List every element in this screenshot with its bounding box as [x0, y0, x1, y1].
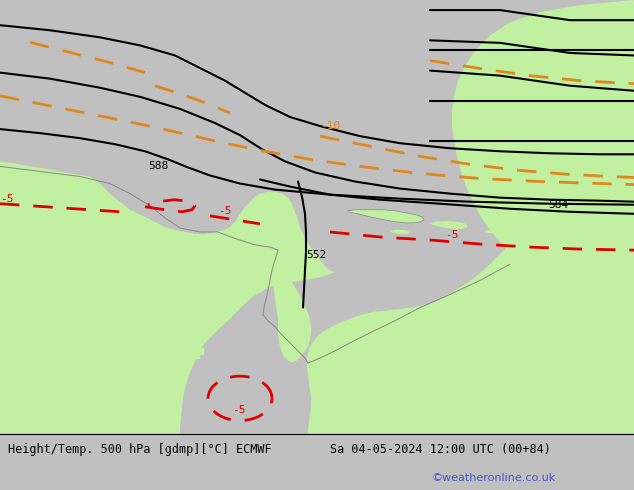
Polygon shape — [218, 232, 256, 276]
Text: Sa 04-05-2024 12:00 UTC (00+84): Sa 04-05-2024 12:00 UTC (00+84) — [330, 443, 550, 456]
Text: ©weatheronline.co.uk: ©weatheronline.co.uk — [431, 473, 555, 483]
Polygon shape — [307, 0, 634, 434]
Polygon shape — [348, 210, 424, 223]
Text: -5: -5 — [218, 206, 231, 216]
Polygon shape — [0, 0, 335, 434]
Text: Height/Temp. 500 hPa [gdmp][°C] ECMWF: Height/Temp. 500 hPa [gdmp][°C] ECMWF — [8, 443, 271, 456]
Text: 588: 588 — [148, 161, 168, 172]
Text: -10: -10 — [320, 121, 340, 131]
Polygon shape — [430, 221, 468, 229]
Polygon shape — [234, 202, 281, 291]
Polygon shape — [390, 230, 410, 234]
Text: 584: 584 — [548, 200, 568, 210]
Text: -5: -5 — [232, 406, 245, 416]
Polygon shape — [274, 257, 311, 362]
Text: -5: -5 — [0, 194, 13, 204]
Polygon shape — [484, 230, 505, 234]
Text: -5: -5 — [445, 230, 458, 240]
Text: 552: 552 — [306, 250, 327, 260]
